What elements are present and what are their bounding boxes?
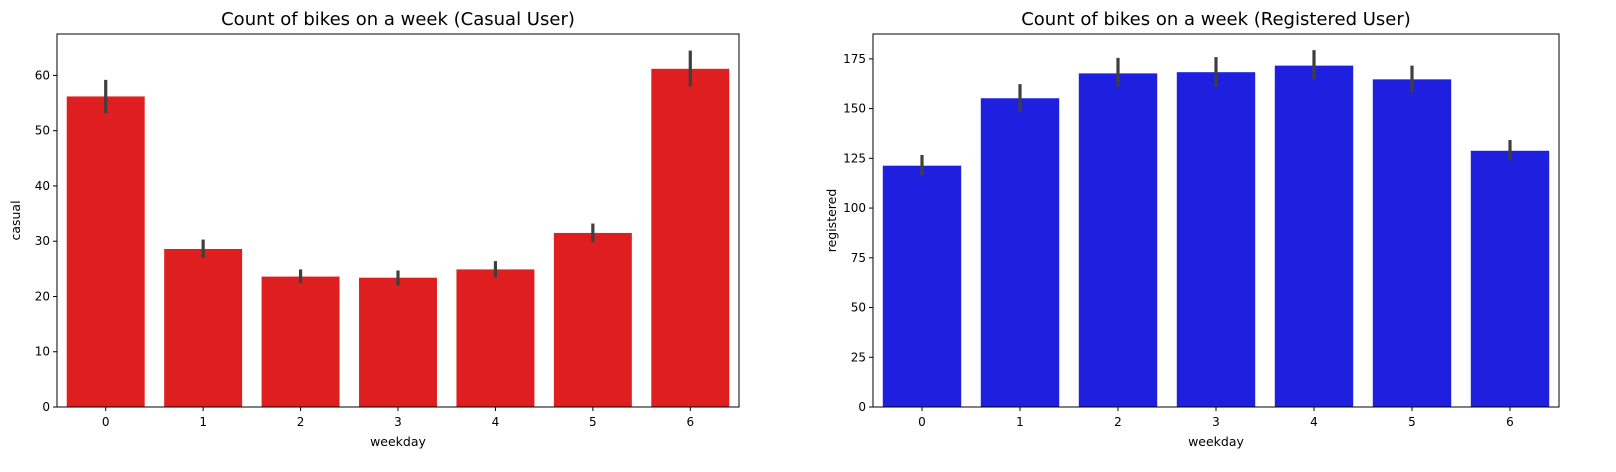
x-tick-label: 4 xyxy=(492,415,500,429)
x-tick-label: 1 xyxy=(1016,415,1024,429)
bar-0 xyxy=(66,96,145,407)
x-tick-label: 5 xyxy=(589,415,597,429)
casual-users-chart: 0 10 20 30 40 50 60 0 1 2 3 4 5 6 Count of bikes on a … xyxy=(8,9,740,449)
y-tick-label: 10 xyxy=(35,345,50,359)
y-tick-label: 25 xyxy=(851,350,866,364)
x-axis-label: weekday xyxy=(1188,434,1244,449)
y-tick-label: 50 xyxy=(35,124,50,138)
x-tick-label: 0 xyxy=(102,415,110,429)
y-tick-label: 150 xyxy=(843,102,866,116)
y-tick-label: 100 xyxy=(843,201,866,215)
bar-6 xyxy=(651,68,730,408)
bar-1 xyxy=(164,248,243,407)
x-tick-label: 4 xyxy=(1310,415,1318,429)
bar-4 xyxy=(456,269,535,407)
bar-4 xyxy=(1274,65,1354,407)
chart-title: Count of bikes on a week (Registered Use… xyxy=(1021,9,1411,30)
bar-6 xyxy=(1470,150,1550,407)
y-tick-label: 20 xyxy=(35,289,50,303)
x-tick-label: 5 xyxy=(1408,415,1416,429)
x-axis-label: weekday xyxy=(370,434,426,449)
x-tick-label: 1 xyxy=(199,415,207,429)
bar-5 xyxy=(1372,79,1452,407)
x-tick-label: 3 xyxy=(1212,415,1220,429)
x-tick-label: 2 xyxy=(297,415,305,429)
y-tick-label: 40 xyxy=(35,179,50,193)
registered-users-chart: 0 25 50 75 100 125 150 175 0 1 2 3 4 5 6 Count of bikes… xyxy=(824,9,1560,449)
bar-3 xyxy=(1176,72,1256,408)
y-tick-label: 60 xyxy=(35,68,50,82)
bar-0 xyxy=(882,165,962,407)
y-axis-label: casual xyxy=(8,200,23,240)
x-tick-label: 3 xyxy=(394,415,402,429)
bar-2 xyxy=(261,276,340,407)
y-tick-label: 175 xyxy=(843,52,866,66)
chart-title: Count of bikes on a week (Casual User) xyxy=(221,9,575,30)
x-tick-label: 2 xyxy=(1114,415,1122,429)
bar-3 xyxy=(359,277,437,407)
bar-1 xyxy=(980,98,1060,408)
bar-2 xyxy=(1078,73,1158,408)
y-tick-label: 0 xyxy=(42,400,50,414)
x-tick-label: 0 xyxy=(918,415,926,429)
y-tick-label: 75 xyxy=(851,251,866,265)
y-tick-label: 50 xyxy=(851,301,866,315)
x-tick-label: 6 xyxy=(686,415,694,429)
y-axis-label: registered xyxy=(824,189,839,253)
x-tick-label: 6 xyxy=(1506,415,1514,429)
bar-5 xyxy=(553,232,632,407)
y-tick-label: 125 xyxy=(843,151,866,165)
y-tick-label: 30 xyxy=(35,234,50,248)
y-tick-label: 0 xyxy=(858,400,866,414)
